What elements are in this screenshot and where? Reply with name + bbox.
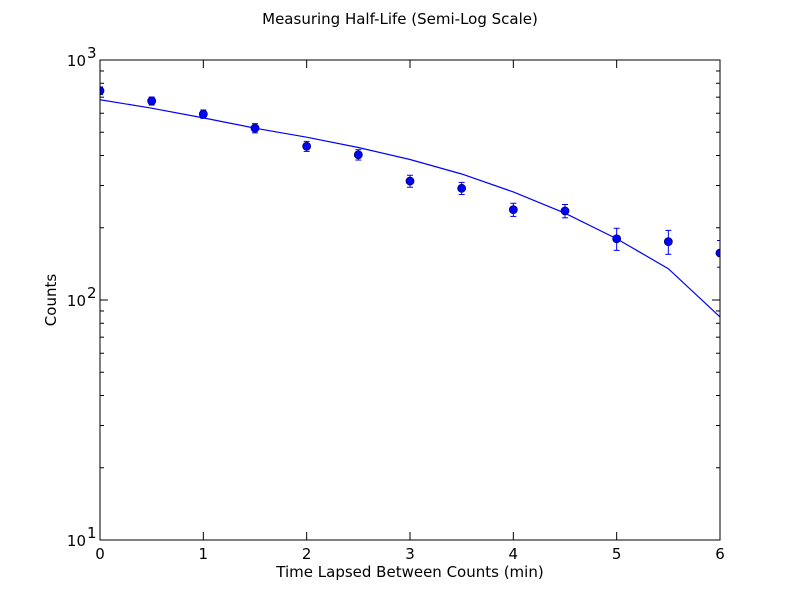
- y-tick-exponent: 3: [87, 44, 97, 62]
- y-tick-label: 10: [67, 532, 86, 550]
- data-point: [457, 183, 467, 193]
- y-tick-base: 10: [67, 52, 86, 70]
- data-point: [353, 150, 363, 160]
- y-axis-label: Counts: [42, 274, 60, 327]
- y-tick-base: 10: [67, 292, 86, 310]
- x-tick-label: 4: [509, 545, 519, 563]
- x-tick-label: 3: [405, 545, 415, 563]
- x-tick-label: 2: [302, 545, 312, 563]
- data-point: [147, 96, 157, 106]
- data-point: [405, 176, 415, 186]
- x-tick-label: 5: [612, 545, 622, 563]
- data-point: [715, 248, 720, 258]
- plot-frame: [99, 59, 721, 541]
- y-tick-exponent: 2: [87, 284, 97, 302]
- fit-line: [100, 99, 720, 318]
- data-point: [663, 237, 673, 247]
- y-tick-exponent: 1: [87, 524, 97, 542]
- x-tick-label: 0: [95, 545, 105, 563]
- chart-title: Measuring Half-Life (Semi-Log Scale): [262, 10, 538, 28]
- plot-series: [100, 86, 720, 318]
- x-axis: 0 1 2 3 4 5 6: [95, 60, 725, 563]
- x-tick-label: 1: [199, 545, 209, 563]
- y-tick-label: 10: [67, 52, 86, 70]
- y-tick-base: 10: [67, 532, 86, 550]
- data-point: [100, 86, 105, 96]
- data-point: [508, 205, 518, 215]
- x-tick-label: 6: [715, 545, 725, 563]
- y-tick-label: 10: [67, 292, 86, 310]
- x-axis-label: Time Lapsed Between Counts (min): [275, 563, 543, 581]
- plot-area: [100, 86, 720, 318]
- data-point: [302, 141, 312, 151]
